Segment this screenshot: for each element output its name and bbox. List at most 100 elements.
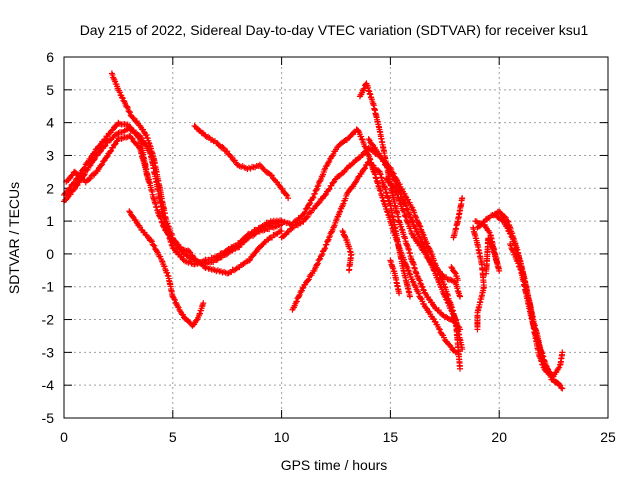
data-series [387, 257, 403, 297]
data-series [191, 122, 292, 202]
data-point [355, 128, 362, 135]
data-point [67, 191, 74, 198]
data-point [225, 270, 232, 277]
data-point [309, 195, 316, 202]
data-series [383, 175, 464, 300]
data-point [559, 385, 566, 392]
data-point [559, 349, 566, 356]
data-point [81, 171, 88, 178]
chart-title: Day 215 of 2022, Sidereal Day-to-day VTE… [80, 22, 589, 38]
data-series [63, 132, 152, 186]
data-point [70, 186, 77, 193]
data-point [200, 300, 207, 307]
data-point [278, 227, 285, 234]
data-point [339, 203, 346, 210]
x-tick-label: 5 [169, 429, 177, 445]
data-point [75, 171, 82, 178]
data-point [310, 194, 317, 201]
data-point [508, 245, 515, 252]
y-tick-label: -4 [42, 377, 55, 393]
data-point [447, 276, 454, 283]
data-point [101, 136, 108, 143]
data-point [80, 165, 87, 172]
data-point [387, 180, 394, 187]
data-point [81, 164, 88, 171]
data-point [304, 213, 311, 220]
data-point [136, 144, 143, 151]
data-point [457, 293, 464, 300]
data-point [285, 195, 292, 202]
data-point [323, 241, 330, 248]
data-point [355, 155, 362, 162]
data-point [70, 180, 77, 187]
data-point [67, 184, 74, 191]
data-point [86, 176, 93, 183]
data-point [322, 245, 329, 252]
data-point [256, 161, 263, 168]
data-point [319, 251, 326, 258]
data-point [517, 266, 524, 273]
x-tick-label: 15 [383, 429, 399, 445]
data-point [279, 186, 286, 193]
plot-frame [63, 56, 609, 419]
data-point [426, 296, 433, 303]
grid-lines [64, 57, 608, 418]
data-point [501, 213, 508, 220]
data-point [316, 199, 323, 206]
data-point [481, 218, 488, 225]
data-point [127, 109, 134, 116]
data-point [171, 296, 178, 303]
data-point [401, 208, 408, 215]
data-point [314, 261, 321, 268]
data-point [69, 172, 76, 179]
data-point [497, 209, 504, 216]
y-axis-label: SDTVAR / TECUs [6, 182, 22, 294]
data-series [126, 208, 207, 329]
data-point [441, 281, 448, 288]
x-tick-label: 25 [600, 429, 616, 445]
data-point [420, 231, 427, 238]
data-point [153, 204, 160, 211]
data-point [110, 74, 117, 81]
data-points [61, 70, 566, 392]
data-point [158, 257, 165, 264]
data-point [249, 253, 256, 260]
data-point [169, 232, 176, 239]
data-point [151, 242, 158, 249]
data-point [459, 346, 466, 353]
data-series [450, 195, 466, 241]
data-point [506, 230, 513, 237]
data-point [474, 326, 481, 333]
data-point [321, 246, 328, 253]
data-point [451, 269, 458, 276]
data-point [109, 144, 116, 151]
data-point [415, 219, 422, 226]
data-series [365, 136, 464, 372]
data-point [358, 133, 365, 140]
y-tick-label: 6 [46, 49, 54, 65]
y-tick-label: -5 [42, 410, 55, 426]
y-tick-label: 4 [46, 115, 54, 131]
data-point [96, 142, 103, 149]
data-point [98, 162, 105, 169]
data-point [315, 200, 322, 207]
data-point [116, 89, 123, 96]
data-point [128, 135, 135, 142]
data-series [470, 224, 487, 333]
data-point [202, 132, 209, 139]
data-point [417, 223, 424, 230]
data-point [103, 154, 110, 161]
data-point [361, 165, 368, 172]
data-point [407, 225, 414, 232]
data-point [322, 192, 329, 199]
data-point [504, 225, 511, 232]
data-point [293, 299, 300, 306]
data-point [275, 229, 282, 236]
data-point [313, 186, 320, 193]
data-point [247, 256, 254, 263]
x-tick-label: 10 [274, 429, 290, 445]
data-point [316, 256, 323, 263]
data-point [365, 158, 372, 165]
data-point [240, 260, 247, 267]
data-point [303, 205, 310, 212]
